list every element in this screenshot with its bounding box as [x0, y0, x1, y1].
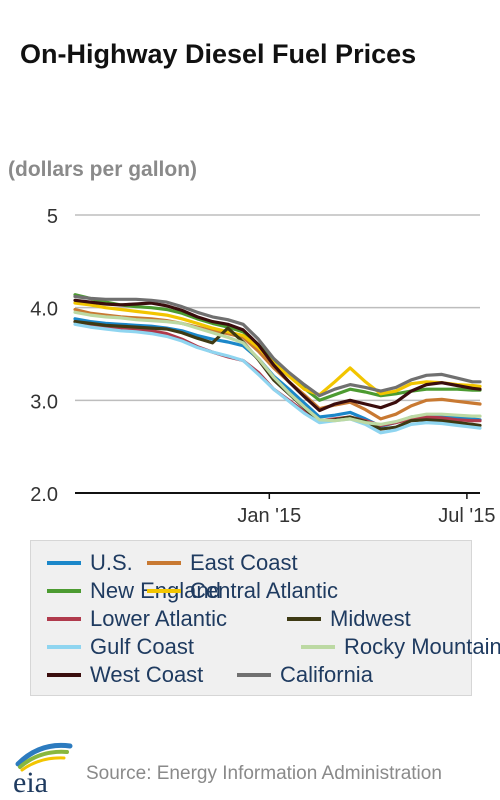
axes: 5 4.0 3.0 2.0 Jan '15 Jul '15	[30, 206, 495, 527]
x-tick-label: Jul '15	[438, 505, 495, 527]
legend-swatch	[47, 645, 81, 649]
legend-swatch	[237, 673, 271, 677]
legend-swatch	[47, 673, 81, 677]
y-tick-label: 4.0	[30, 299, 58, 321]
series-line-midwest	[73, 319, 482, 431]
series-line-west-coast	[73, 298, 482, 413]
legend-item: Central Atlantic	[147, 577, 338, 605]
legend-label: Rocky Mountain	[344, 634, 500, 659]
series-lines	[73, 293, 482, 435]
legend-label: Central Atlantic	[190, 578, 338, 603]
series-line-central-atlantic	[73, 301, 482, 397]
chart-title: On-Highway Diesel Fuel Prices	[20, 39, 417, 69]
legend-item: Rocky Mountain	[301, 633, 500, 661]
legend-swatch	[287, 617, 321, 621]
legend-swatch	[147, 561, 181, 565]
legend-item: Lower Atlantic	[47, 605, 227, 633]
series-line-california	[73, 294, 482, 398]
legend-label: East Coast	[190, 550, 298, 575]
x-tick-label: Jan '15	[237, 505, 301, 527]
legend-item: Gulf Coast	[47, 633, 194, 661]
source-note: Source: Energy Information Administratio…	[86, 763, 442, 784]
legend-item: West Coast	[47, 661, 203, 689]
y-tick-label: 2.0	[30, 484, 58, 506]
line-chart: 5 4.0 3.0 2.0 Jan '15 Jul '15	[30, 206, 495, 527]
legend-swatch	[47, 617, 81, 621]
svg-text:eia: eia	[13, 766, 48, 796]
legend-label: Gulf Coast	[90, 634, 194, 659]
legend-item: U.S.	[47, 549, 133, 577]
legend-item: Midwest	[287, 605, 411, 633]
legend-label: West Coast	[90, 662, 204, 687]
legend-label: Midwest	[330, 606, 411, 631]
legend-label: U.S.	[90, 550, 133, 575]
y-tick-label: 5	[47, 206, 58, 228]
series-line-gulf-coast	[73, 322, 482, 435]
legend-swatch	[147, 589, 181, 593]
legend: U.S. East Coast New England Central Atlanti…	[30, 540, 500, 696]
legend-label: Lower Atlantic	[90, 606, 227, 631]
legend-item: East Coast	[147, 549, 298, 577]
legend-swatch	[47, 589, 81, 593]
legend-swatch	[47, 561, 81, 565]
units-label: (dollars per gallon)	[8, 158, 198, 181]
y-tick-label: 3.0	[30, 391, 58, 413]
legend-label: California	[280, 662, 373, 687]
eia-logo: eia	[13, 742, 73, 796]
legend-item: California	[237, 661, 373, 689]
legend-swatch	[301, 645, 335, 649]
series-line-rocky-mountain	[73, 310, 482, 426]
